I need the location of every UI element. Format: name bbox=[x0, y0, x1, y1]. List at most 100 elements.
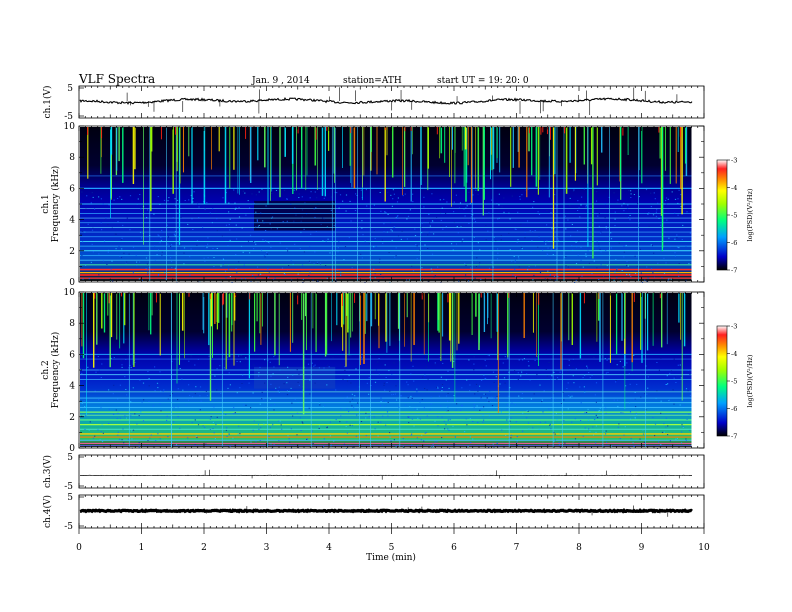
noise-speckle bbox=[623, 256, 625, 258]
noise-speckle bbox=[81, 191, 83, 193]
noise-speckle bbox=[340, 408, 342, 410]
noise-speckle bbox=[365, 417, 367, 419]
noise-speckle bbox=[247, 240, 250, 242]
noise-speckle bbox=[544, 421, 547, 423]
noise-speckle bbox=[563, 256, 566, 258]
noise-speckle bbox=[489, 391, 491, 392]
noise-speckle bbox=[624, 402, 626, 404]
noise-speckle bbox=[605, 372, 607, 374]
noise-speckle bbox=[673, 403, 675, 405]
noise-speckle bbox=[225, 277, 227, 279]
noise-speckle bbox=[334, 189, 336, 191]
noise-speckle bbox=[584, 427, 586, 429]
noise-speckle bbox=[488, 401, 490, 403]
noise-speckle bbox=[549, 278, 551, 280]
noise-speckle bbox=[681, 424, 683, 426]
noise-speckle bbox=[594, 394, 596, 396]
noise-speckle bbox=[291, 402, 293, 404]
noise-speckle bbox=[188, 384, 190, 386]
noise-speckle bbox=[240, 355, 242, 356]
noise-speckle bbox=[475, 266, 478, 267]
y-tick-label: 5 bbox=[67, 453, 73, 463]
noise-speckle bbox=[281, 267, 284, 269]
noise-speckle bbox=[688, 413, 690, 415]
noise-speckle bbox=[364, 240, 366, 242]
noise-speckle bbox=[177, 406, 179, 408]
noise-speckle bbox=[222, 258, 225, 260]
noise-speckle bbox=[226, 356, 229, 358]
noise-speckle bbox=[205, 443, 207, 445]
noise-speckle bbox=[667, 279, 669, 281]
noise-speckle bbox=[360, 189, 362, 191]
noise-speckle bbox=[431, 193, 433, 195]
noise-speckle bbox=[255, 243, 257, 245]
noise-speckle bbox=[88, 429, 90, 431]
noise-speckle bbox=[134, 413, 136, 415]
noise-speckle bbox=[673, 358, 675, 360]
noise-speckle bbox=[515, 421, 517, 423]
noise-speckle bbox=[679, 364, 681, 366]
noise-speckle bbox=[270, 404, 272, 406]
y-tick-label: 6 bbox=[69, 350, 75, 360]
noise-speckle bbox=[253, 202, 255, 204]
noise-speckle bbox=[270, 443, 272, 445]
noise-speckle bbox=[665, 262, 667, 264]
noise-speckle bbox=[605, 430, 607, 432]
noise-speckle bbox=[660, 249, 662, 251]
noise-speckle bbox=[210, 416, 212, 418]
noise-speckle bbox=[488, 212, 490, 214]
x-tick-label: 0 bbox=[76, 543, 82, 553]
ch1-waveform-panel: 5-5ch.1(V) bbox=[42, 84, 705, 122]
noise-speckle bbox=[326, 226, 328, 228]
noise-speckle bbox=[598, 245, 600, 247]
noise-speckle bbox=[195, 386, 197, 388]
noise-speckle bbox=[598, 213, 600, 215]
noise-speckle bbox=[617, 405, 619, 407]
noise-speckle bbox=[80, 354, 83, 356]
noise-speckle bbox=[417, 417, 419, 419]
noise-speckle bbox=[660, 400, 662, 402]
noise-speckle bbox=[177, 362, 179, 364]
noise-speckle bbox=[270, 375, 272, 377]
noise-speckle bbox=[385, 212, 387, 214]
noise-speckle bbox=[191, 218, 193, 220]
noise-speckle bbox=[617, 426, 619, 428]
noise-speckle bbox=[108, 389, 110, 391]
noise-speckle bbox=[577, 254, 579, 256]
noise-speckle bbox=[496, 203, 498, 205]
noise-speckle bbox=[396, 399, 398, 401]
noise-speckle bbox=[624, 426, 626, 428]
noise-speckle bbox=[338, 207, 340, 209]
noise-speckle bbox=[253, 241, 255, 243]
noise-speckle bbox=[498, 217, 500, 219]
colorbar-tick-label: -6 bbox=[731, 405, 737, 413]
noise-speckle bbox=[502, 362, 504, 364]
noise-speckle bbox=[677, 214, 679, 216]
noise-speckle bbox=[487, 230, 489, 232]
noise-speckle bbox=[126, 394, 128, 396]
noise-speckle bbox=[623, 210, 625, 212]
colorbar-tick-label: -7 bbox=[731, 267, 737, 275]
noise-speckle bbox=[253, 420, 255, 422]
noise-speckle bbox=[332, 202, 334, 204]
noise-speckle bbox=[349, 424, 351, 426]
waveform-bg bbox=[79, 455, 704, 488]
noise-speckle bbox=[337, 251, 339, 253]
noise-speckle bbox=[182, 389, 184, 391]
noise-speckle bbox=[580, 246, 582, 248]
noise-speckle bbox=[551, 375, 553, 377]
noise-speckle bbox=[465, 418, 467, 420]
colorbar-tick-label: -7 bbox=[731, 433, 737, 441]
noise-speckle bbox=[426, 415, 428, 417]
noise-speckle bbox=[421, 232, 423, 234]
noise-speckle bbox=[98, 253, 100, 255]
noise-speckle bbox=[455, 194, 457, 196]
noise-speckle bbox=[250, 441, 252, 443]
noise-speckle bbox=[242, 190, 244, 192]
noise-speckle bbox=[294, 207, 296, 209]
noise-speckle bbox=[669, 440, 671, 442]
noise-speckle bbox=[225, 192, 227, 194]
noise-speckle bbox=[550, 428, 552, 430]
noise-speckle bbox=[500, 235, 502, 236]
y-axis-label: Frequency (kHz) bbox=[50, 166, 61, 243]
